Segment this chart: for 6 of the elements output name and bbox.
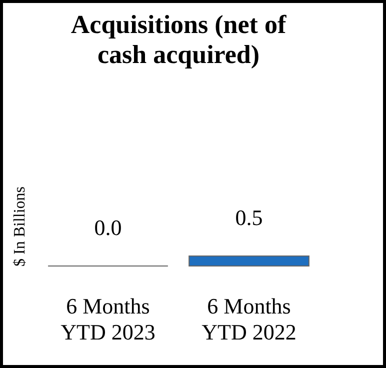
x-tick-label: 6 Months YTD 2022 <box>202 294 296 344</box>
data-label: 0.5 <box>235 205 263 230</box>
data-label: 0.0 <box>94 215 122 240</box>
y-axis-title: $ In Billions <box>12 186 28 267</box>
x-tick-label: 6 Months YTD 2023 <box>60 294 156 344</box>
chart-title: Acquisitions (net of cash acquired) <box>70 10 286 69</box>
